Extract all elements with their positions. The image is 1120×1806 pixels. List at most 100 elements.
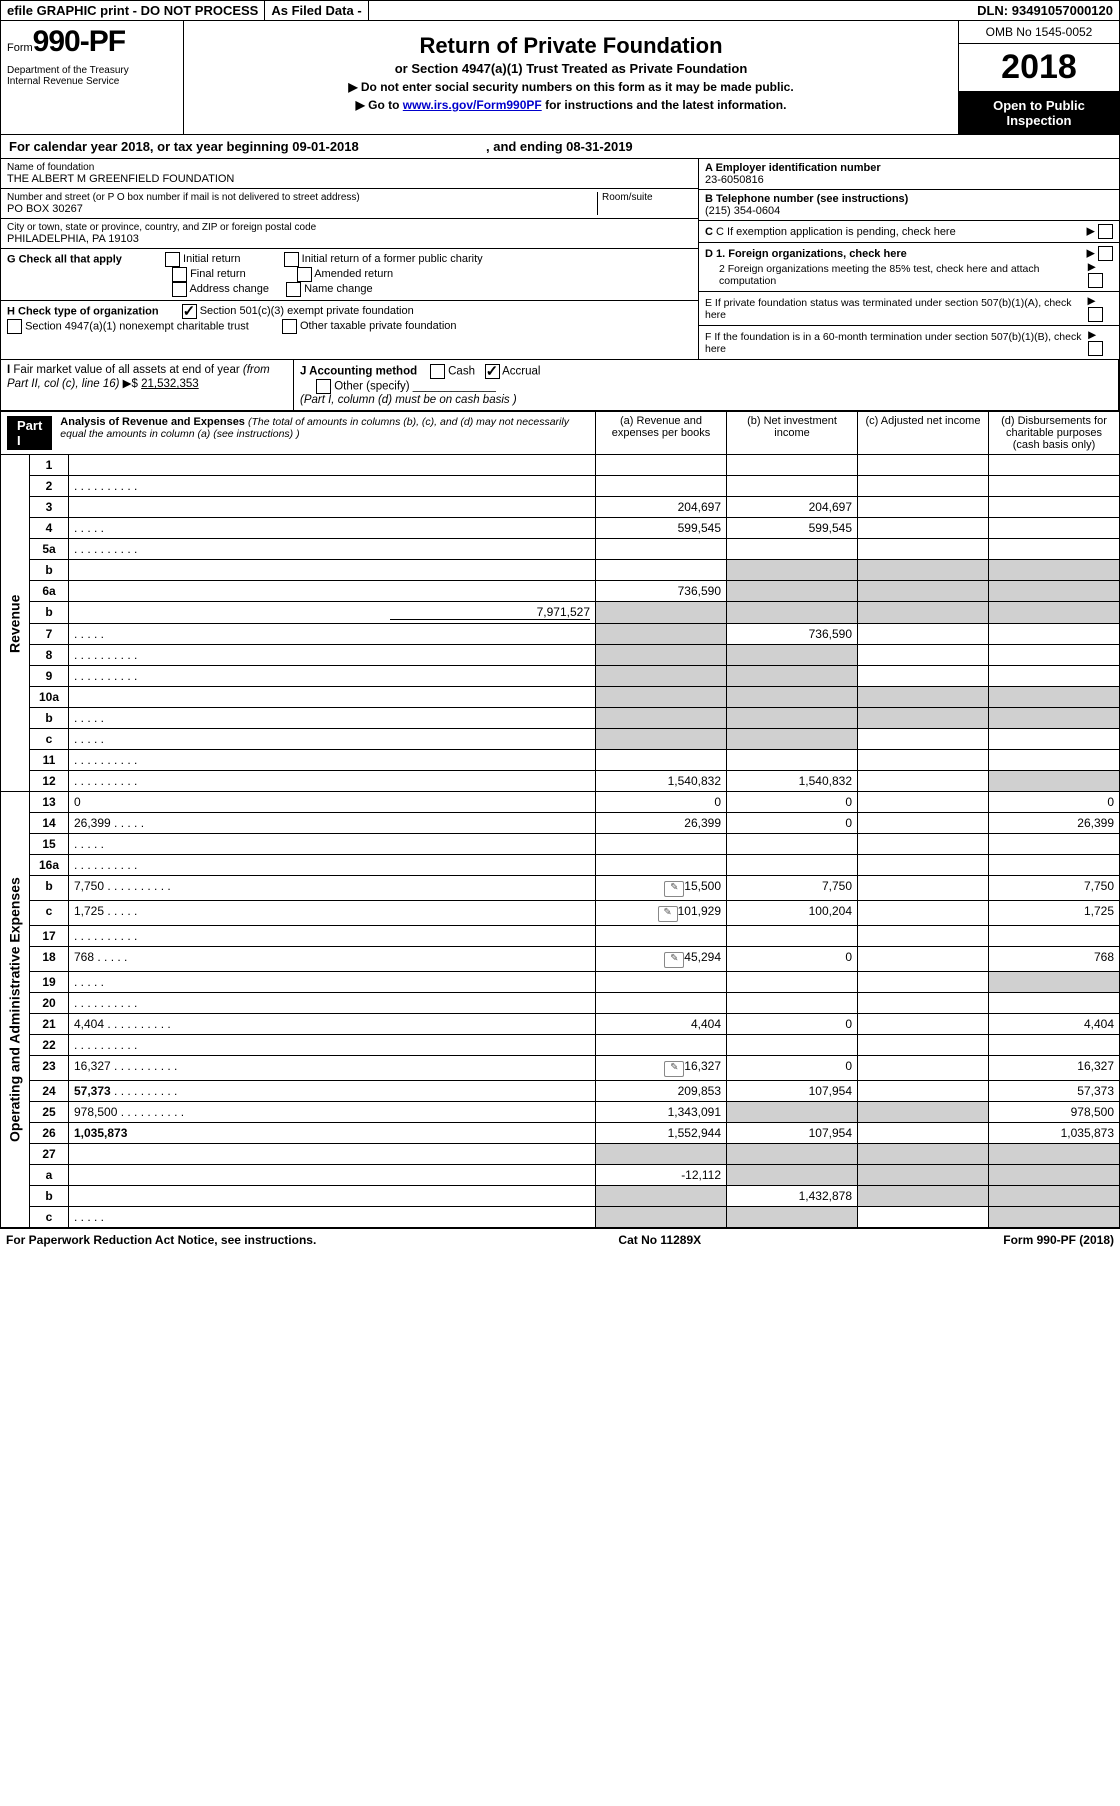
table-row: 261,035,8731,552,944107,9541,035,873 <box>1 1123 1120 1144</box>
line-number: 23 <box>30 1056 69 1081</box>
checkbox-foreign-org[interactable] <box>1098 246 1113 261</box>
line-number: b <box>30 876 69 901</box>
value-cell <box>727 1207 858 1228</box>
irs-link[interactable]: www.irs.gov/Form990PF <box>403 98 542 112</box>
value-cell <box>989 926 1120 947</box>
value-cell <box>596 1035 727 1056</box>
table-row: c1,725✎ 101,929100,2041,725 <box>1 901 1120 926</box>
ein-cell: A Employer identification number 23-6050… <box>699 159 1119 190</box>
value-cell: 0 <box>727 1014 858 1035</box>
value-cell: 1,540,832 <box>727 771 858 792</box>
value-cell <box>858 455 989 476</box>
value-cell <box>989 602 1120 624</box>
foundation-name-cell: Name of foundation THE ALBERT M GREENFIE… <box>1 159 698 189</box>
attachment-icon[interactable]: ✎ <box>664 952 684 968</box>
checkbox-exemption-pending[interactable] <box>1098 224 1113 239</box>
attachment-icon[interactable]: ✎ <box>658 906 678 922</box>
value-cell <box>858 1102 989 1123</box>
value-cell: ✎ 45,294 <box>596 947 727 972</box>
table-row: b <box>1 708 1120 729</box>
value-cell: ✎ 16,327 <box>596 1056 727 1081</box>
value-cell <box>858 708 989 729</box>
value-cell <box>858 1144 989 1165</box>
table-row: 7736,590 <box>1 624 1120 645</box>
value-cell <box>858 581 989 602</box>
value-cell <box>596 539 727 560</box>
line-number: 10a <box>30 687 69 708</box>
value-cell: 1,035,873 <box>989 1123 1120 1144</box>
line-description <box>69 1165 596 1186</box>
value-cell: 26,399 <box>989 813 1120 834</box>
checkbox-status-terminated[interactable] <box>1088 307 1103 322</box>
line-description <box>69 455 596 476</box>
checkbox-cash[interactable] <box>430 364 445 379</box>
value-cell <box>989 771 1120 792</box>
value-cell <box>596 993 727 1014</box>
value-cell <box>727 581 858 602</box>
value-cell: 736,590 <box>727 624 858 645</box>
value-cell <box>858 666 989 687</box>
checkbox-accrual[interactable] <box>485 364 500 379</box>
value-cell <box>989 1144 1120 1165</box>
checkbox-amended[interactable] <box>297 267 312 282</box>
line-number: 26 <box>30 1123 69 1144</box>
line-number: c <box>30 901 69 926</box>
table-row: Operating and Administrative Expenses130… <box>1 792 1120 813</box>
line-number: 9 <box>30 666 69 687</box>
top-bar: efile GRAPHIC print - DO NOT PROCESS As … <box>0 0 1120 21</box>
line-number: 25 <box>30 1102 69 1123</box>
line-number: 1 <box>30 455 69 476</box>
table-row: 1426,39926,399026,399 <box>1 813 1120 834</box>
value-cell <box>858 876 989 901</box>
checkbox-initial-former[interactable] <box>284 252 299 267</box>
line-number: 16a <box>30 855 69 876</box>
value-cell <box>727 926 858 947</box>
section-i: I Fair market value of all assets at end… <box>1 360 294 410</box>
value-cell <box>727 645 858 666</box>
line-description <box>69 666 596 687</box>
checkbox-final-return[interactable] <box>172 267 187 282</box>
checkbox-60month[interactable] <box>1088 341 1103 356</box>
table-row: a-12,112 <box>1 1165 1120 1186</box>
value-cell <box>858 497 989 518</box>
table-row: b1,432,878 <box>1 1186 1120 1207</box>
value-cell <box>989 972 1120 993</box>
line-number: 27 <box>30 1144 69 1165</box>
line-number: 18 <box>30 947 69 972</box>
value-cell <box>989 455 1120 476</box>
checkbox-address-change[interactable] <box>172 282 187 297</box>
value-cell <box>596 750 727 771</box>
line-description: 57,373 <box>69 1081 596 1102</box>
side-label: Operating and Administrative Expenses <box>1 792 30 1228</box>
line-description <box>69 476 596 497</box>
line-description <box>69 750 596 771</box>
attachment-icon[interactable]: ✎ <box>664 1061 684 1077</box>
line-description <box>69 993 596 1014</box>
value-cell <box>989 750 1120 771</box>
line-description: 7,971,527 <box>69 602 596 624</box>
omb-number: OMB No 1545-0052 <box>959 21 1119 44</box>
value-cell <box>858 947 989 972</box>
checkbox-85pct[interactable] <box>1088 273 1103 288</box>
table-row: 2316,327✎ 16,327016,327 <box>1 1056 1120 1081</box>
checkbox-initial-return[interactable] <box>165 252 180 267</box>
value-cell: 0 <box>727 792 858 813</box>
value-cell: 599,545 <box>596 518 727 539</box>
col-c-header: (c) Adjusted net income <box>858 412 989 455</box>
value-cell <box>989 834 1120 855</box>
checkbox-501c3[interactable] <box>182 304 197 319</box>
line-number: 19 <box>30 972 69 993</box>
open-to-public: Open to Public Inspection <box>959 92 1119 134</box>
checkbox-other-method[interactable] <box>316 379 331 394</box>
value-cell: 26,399 <box>596 813 727 834</box>
checkbox-name-change[interactable] <box>286 282 301 297</box>
value-cell <box>858 1014 989 1035</box>
value-cell <box>727 708 858 729</box>
value-cell <box>989 1165 1120 1186</box>
checkbox-4947[interactable] <box>7 319 22 334</box>
attachment-icon[interactable]: ✎ <box>664 881 684 897</box>
value-cell <box>989 1186 1120 1207</box>
checkbox-other-taxable[interactable] <box>282 319 297 334</box>
value-cell: 107,954 <box>727 1123 858 1144</box>
table-row: b7,750✎ 15,5007,7507,750 <box>1 876 1120 901</box>
